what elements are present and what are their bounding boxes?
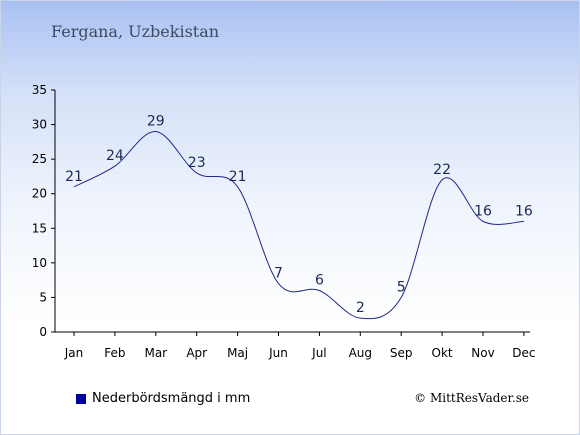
data-label: 22 — [433, 162, 451, 178]
y-tick-label: 30 — [32, 118, 47, 132]
x-tick-label: Maj — [227, 346, 248, 360]
y-tick-label: 5 — [39, 290, 47, 304]
x-tick-label: Dec — [512, 346, 535, 360]
x-tick-label: Apr — [186, 346, 207, 360]
data-label: 16 — [515, 203, 533, 219]
data-label: 7 — [274, 266, 283, 282]
y-tick-label: 20 — [32, 187, 47, 201]
x-tick-label: Okt — [432, 346, 453, 360]
x-tick-label: Jan — [64, 346, 84, 360]
legend: Nederbördsmängd i mm — [76, 391, 250, 406]
y-tick-label: 0 — [39, 325, 47, 339]
data-label: 5 — [397, 279, 406, 295]
copyright: © MittResVader.se — [414, 391, 529, 405]
x-tick-label: Sep — [390, 346, 413, 360]
y-tick-label: 15 — [32, 221, 47, 235]
data-label: 23 — [188, 155, 206, 171]
data-label: 16 — [474, 203, 492, 219]
x-tick-label: Mar — [144, 346, 167, 360]
x-tick-label: Jun — [268, 346, 288, 360]
legend-label: Nederbördsmängd i mm — [92, 391, 251, 406]
data-label: 21 — [65, 169, 83, 185]
x-tick-label: Aug — [349, 346, 372, 360]
page-title: Fergana, Uzbekistan — [51, 22, 220, 41]
y-tick-label: 25 — [32, 152, 47, 166]
legend-swatch-icon — [76, 393, 86, 404]
x-tick-label: Jul — [311, 346, 326, 360]
data-label: 2 — [356, 300, 365, 316]
data-label: 29 — [147, 113, 165, 129]
data-label: 21 — [229, 169, 247, 185]
y-tick-label: 35 — [32, 83, 47, 97]
y-tick-label: 10 — [32, 256, 47, 270]
data-label: 6 — [315, 273, 324, 289]
data-label: 24 — [106, 148, 124, 164]
series-line — [73, 130, 524, 320]
x-tick-label: Nov — [471, 346, 494, 360]
x-tick-label: Feb — [104, 346, 125, 360]
